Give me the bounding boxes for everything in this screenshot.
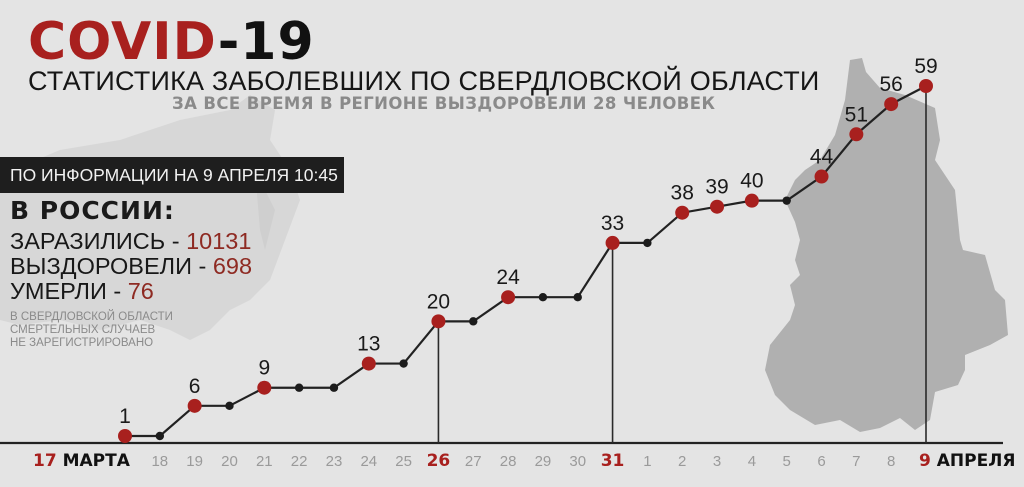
data-point (294, 383, 304, 392)
value-label: 56 (879, 73, 902, 96)
x-tick-label: 7 (852, 453, 861, 470)
x-tick-label: 19 (186, 453, 203, 470)
value-label: 51 (845, 103, 868, 126)
x-tick-label: 1 (643, 453, 652, 470)
x-tick-label: 22 (290, 453, 308, 470)
stat-infected: ЗАРАЗИЛИСЬ - 10131 (10, 228, 251, 255)
data-point-labeled (501, 290, 516, 305)
title-covid: COVID (28, 12, 218, 72)
x-tick-label: 31 (600, 451, 625, 471)
data-point-labeled (744, 193, 759, 208)
stat-died-label: УМЕРЛИ - (10, 278, 128, 304)
axis-end-day: 9 (919, 451, 931, 471)
x-tick-label: 21 (255, 453, 273, 470)
axis-start-month: МАРТА (56, 451, 130, 471)
value-label: 13 (357, 333, 380, 356)
page-title: COVID-19 (28, 14, 315, 70)
stat-recovered: ВЫЗДОРОВЕЛИ - 698 (10, 253, 252, 280)
data-point (329, 383, 339, 392)
value-label: 40 (740, 170, 763, 193)
axis-start-label: 17 МАРТА (33, 451, 130, 471)
value-label: 38 (671, 182, 694, 205)
value-label: 24 (496, 266, 520, 289)
data-point-labeled (605, 235, 620, 250)
x-tick-label: 25 (395, 453, 412, 470)
note-line-1: В СВЕРДЛОВСКОЙ ОБЛАСТИ (10, 311, 173, 323)
x-tick-label: 5 (782, 453, 791, 470)
value-label: 59 (914, 55, 937, 78)
data-points (118, 79, 933, 443)
russia-heading: В РОССИИ: (10, 196, 175, 225)
note-line-3: НЕ ЗАРЕГИСТРИРОВАНО (10, 337, 154, 349)
russia-map-silhouette (0, 95, 300, 340)
axis-end-label: 9 АПРЕЛЯ (919, 451, 1015, 471)
data-point (782, 196, 791, 205)
data-point-labeled (919, 79, 933, 93)
data-point-labeled (884, 97, 899, 112)
title-19: -19 (217, 12, 315, 72)
data-point-labeled (675, 205, 690, 220)
data-point-labeled (118, 429, 132, 443)
stat-died-value: 76 (127, 278, 154, 304)
value-label: 1 (119, 405, 131, 428)
recovered-note: ЗА ВСЕ ВРЕМЯ В РЕГИОНЕ ВЫЗДОРОВЕЛИ 28 ЧЕ… (172, 94, 716, 113)
x-tick-label: 2 (678, 453, 687, 470)
data-point (538, 293, 548, 302)
info-date-bar: ПО ИНФОРМАЦИИ НА 9 АПРЕЛЯ 10:45 (0, 157, 344, 193)
data-point-labeled (849, 127, 864, 142)
value-labels: 1 6 9 13 20 24 33 38 39 40 44 51 56 59 (119, 55, 938, 428)
stat-died: УМЕРЛИ - 76 (10, 278, 154, 305)
highlight-vertical-lines (437, 86, 927, 443)
note-line-2: СМЕРТЕЛЬНЫХ СЛУЧАЕВ (10, 324, 156, 336)
value-label: 6 (189, 375, 201, 398)
x-tick-label: 8 (887, 453, 896, 470)
value-label: 33 (601, 212, 624, 235)
x-tick-label: 3 (712, 453, 722, 470)
stat-infected-label: ЗАРАЗИЛИСЬ - (10, 228, 187, 254)
stat-recovered-label: ВЫЗДОРОВЕЛИ - (10, 253, 213, 279)
x-tick-label: 29 (534, 453, 552, 470)
data-point-labeled (814, 169, 829, 184)
x-tick-label: 26 (426, 451, 451, 471)
axis-end-month: АПРЕЛЯ (930, 451, 1016, 471)
data-point-labeled (710, 199, 725, 214)
data-point-labeled (187, 398, 202, 413)
x-tick-label: 30 (569, 453, 587, 470)
data-point (573, 293, 582, 302)
data-point (225, 401, 234, 411)
subtitle: СТАТИСТИКА ЗАБОЛЕВШИХ ПО СВЕРДЛОВСКОЙ ОБ… (28, 66, 820, 96)
x-tick-label: 24 (360, 453, 378, 470)
data-point (469, 317, 478, 326)
x-tick-label: 6 (817, 453, 826, 470)
stat-infected-value: 10131 (186, 228, 252, 254)
data-point (399, 359, 408, 368)
data-point (155, 431, 165, 441)
cases-trend-line (125, 85, 927, 438)
data-point-labeled (361, 356, 376, 371)
value-label: 44 (810, 146, 834, 169)
sverdlovsk-region-map (765, 58, 1008, 432)
data-point-labeled (257, 380, 272, 395)
data-point-labeled (431, 314, 446, 329)
axis-start-day: 17 (33, 451, 57, 471)
x-tick-label: 20 (221, 453, 238, 470)
value-label: 9 (258, 357, 270, 380)
x-tick-label: 23 (325, 453, 343, 470)
x-tick-label: 27 (464, 453, 482, 470)
x-tick-label: 4 (747, 453, 757, 470)
x-tick-label: 28 (499, 453, 517, 470)
value-label: 20 (427, 290, 450, 313)
data-point (643, 238, 652, 248)
x-tick-label: 18 (151, 453, 169, 470)
sverdlovsk-deaths-note: В СВЕРДЛОВСКОЙ ОБЛАСТИ СМЕРТЕЛЬНЫХ СЛУЧА… (10, 311, 173, 350)
stat-recovered-value: 698 (212, 253, 253, 279)
value-label: 39 (705, 176, 728, 199)
